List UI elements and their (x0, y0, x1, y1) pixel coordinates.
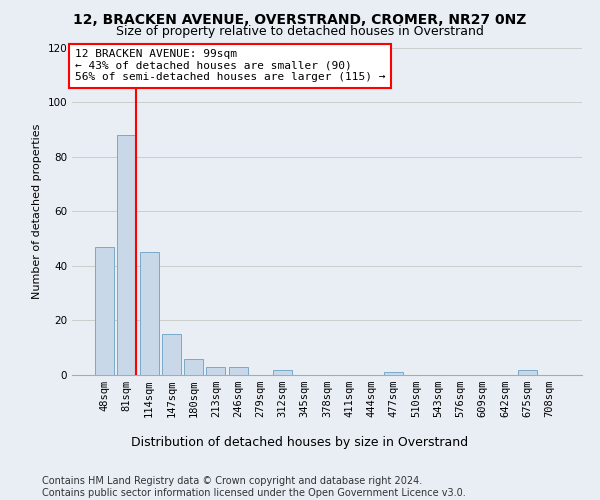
Text: 12 BRACKEN AVENUE: 99sqm
← 43% of detached houses are smaller (90)
56% of semi-d: 12 BRACKEN AVENUE: 99sqm ← 43% of detach… (74, 49, 385, 82)
Bar (162, 334, 181, 375)
Bar (118, 135, 136, 375)
Text: Size of property relative to detached houses in Overstrand: Size of property relative to detached ho… (116, 25, 484, 38)
Bar (206, 367, 225, 375)
Text: Distribution of detached houses by size in Overstrand: Distribution of detached houses by size … (131, 436, 469, 449)
Text: Contains HM Land Registry data © Crown copyright and database right 2024.
Contai: Contains HM Land Registry data © Crown c… (42, 476, 466, 498)
Bar (273, 370, 292, 375)
Bar (229, 367, 248, 375)
Bar (95, 246, 114, 375)
Bar (518, 370, 536, 375)
Bar (140, 252, 158, 375)
Bar (184, 358, 203, 375)
Text: 12, BRACKEN AVENUE, OVERSTRAND, CROMER, NR27 0NZ: 12, BRACKEN AVENUE, OVERSTRAND, CROMER, … (73, 12, 527, 26)
Bar (384, 372, 403, 375)
Y-axis label: Number of detached properties: Number of detached properties (32, 124, 42, 299)
